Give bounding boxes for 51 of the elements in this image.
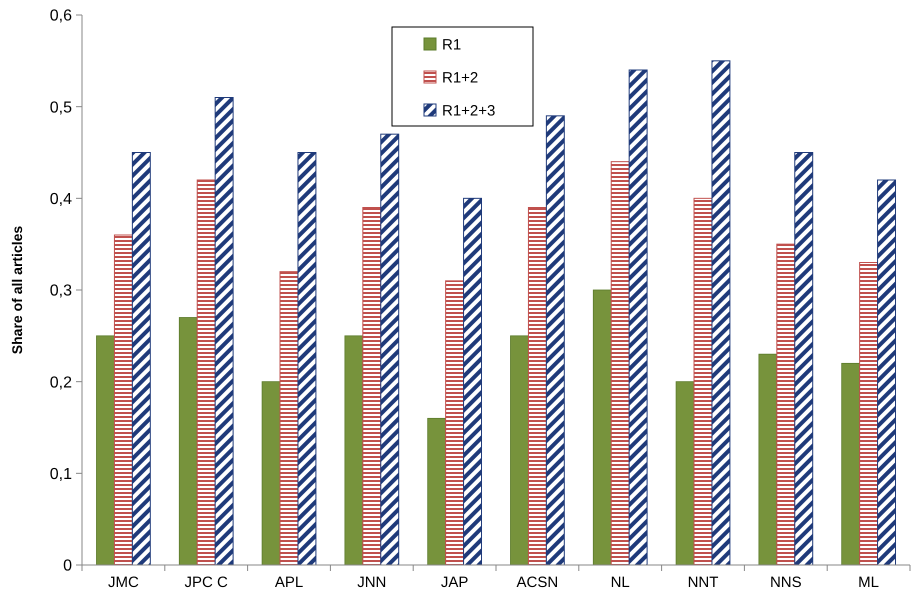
legend-label: R1 — [442, 36, 462, 54]
bar — [859, 262, 878, 566]
bar — [877, 180, 896, 566]
bar — [592, 290, 612, 566]
y-tick-label: 0,2 — [50, 374, 72, 392]
y-tick-label: 0,5 — [50, 99, 72, 116]
bar — [445, 280, 464, 566]
y-tick-label: 0,6 — [50, 8, 72, 25]
legend-label: R1+2 — [442, 69, 478, 86]
x-tick-label: ML — [858, 574, 880, 591]
bar — [114, 234, 133, 566]
bar — [362, 207, 382, 566]
x-tick-label: JMC — [108, 574, 139, 591]
x-tick-label: JNN — [357, 574, 386, 591]
bar — [676, 381, 694, 566]
bar — [528, 207, 547, 566]
bar — [178, 317, 198, 566]
bar — [214, 97, 234, 566]
x-tick-label: JAP — [440, 574, 468, 591]
x-tick-label: NNS — [770, 574, 802, 591]
bar — [694, 198, 712, 566]
bar — [427, 418, 446, 566]
bar — [758, 354, 778, 566]
bar — [96, 335, 115, 566]
x-tick-label: APL — [274, 574, 304, 591]
y-axis-title: Share of all articles — [9, 226, 25, 354]
y-tick-label: 0,4 — [50, 190, 72, 208]
y-tick-label: 0,3 — [50, 282, 72, 300]
legend-label: R1+2+3 — [442, 102, 496, 120]
x-tick-label: ACSN — [516, 574, 558, 591]
bar — [610, 161, 630, 566]
bar — [463, 198, 482, 566]
bar — [344, 335, 364, 566]
bar — [711, 60, 730, 566]
bar — [510, 335, 529, 566]
bar — [132, 152, 151, 566]
x-tick-label: NL — [610, 574, 630, 591]
bar — [196, 180, 216, 566]
x-tick-label: JPC C — [184, 574, 228, 591]
bar — [776, 244, 796, 566]
x-tick-label: NNT — [688, 574, 718, 591]
bar — [262, 381, 280, 566]
bar — [628, 70, 648, 566]
bar — [841, 362, 860, 566]
bar — [794, 152, 814, 566]
y-tick-label: 0 — [63, 558, 72, 575]
bar — [297, 152, 316, 566]
y-tick-label: 0,1 — [50, 466, 72, 483]
bar — [546, 115, 565, 566]
bar — [380, 134, 400, 566]
bar — [280, 271, 298, 566]
